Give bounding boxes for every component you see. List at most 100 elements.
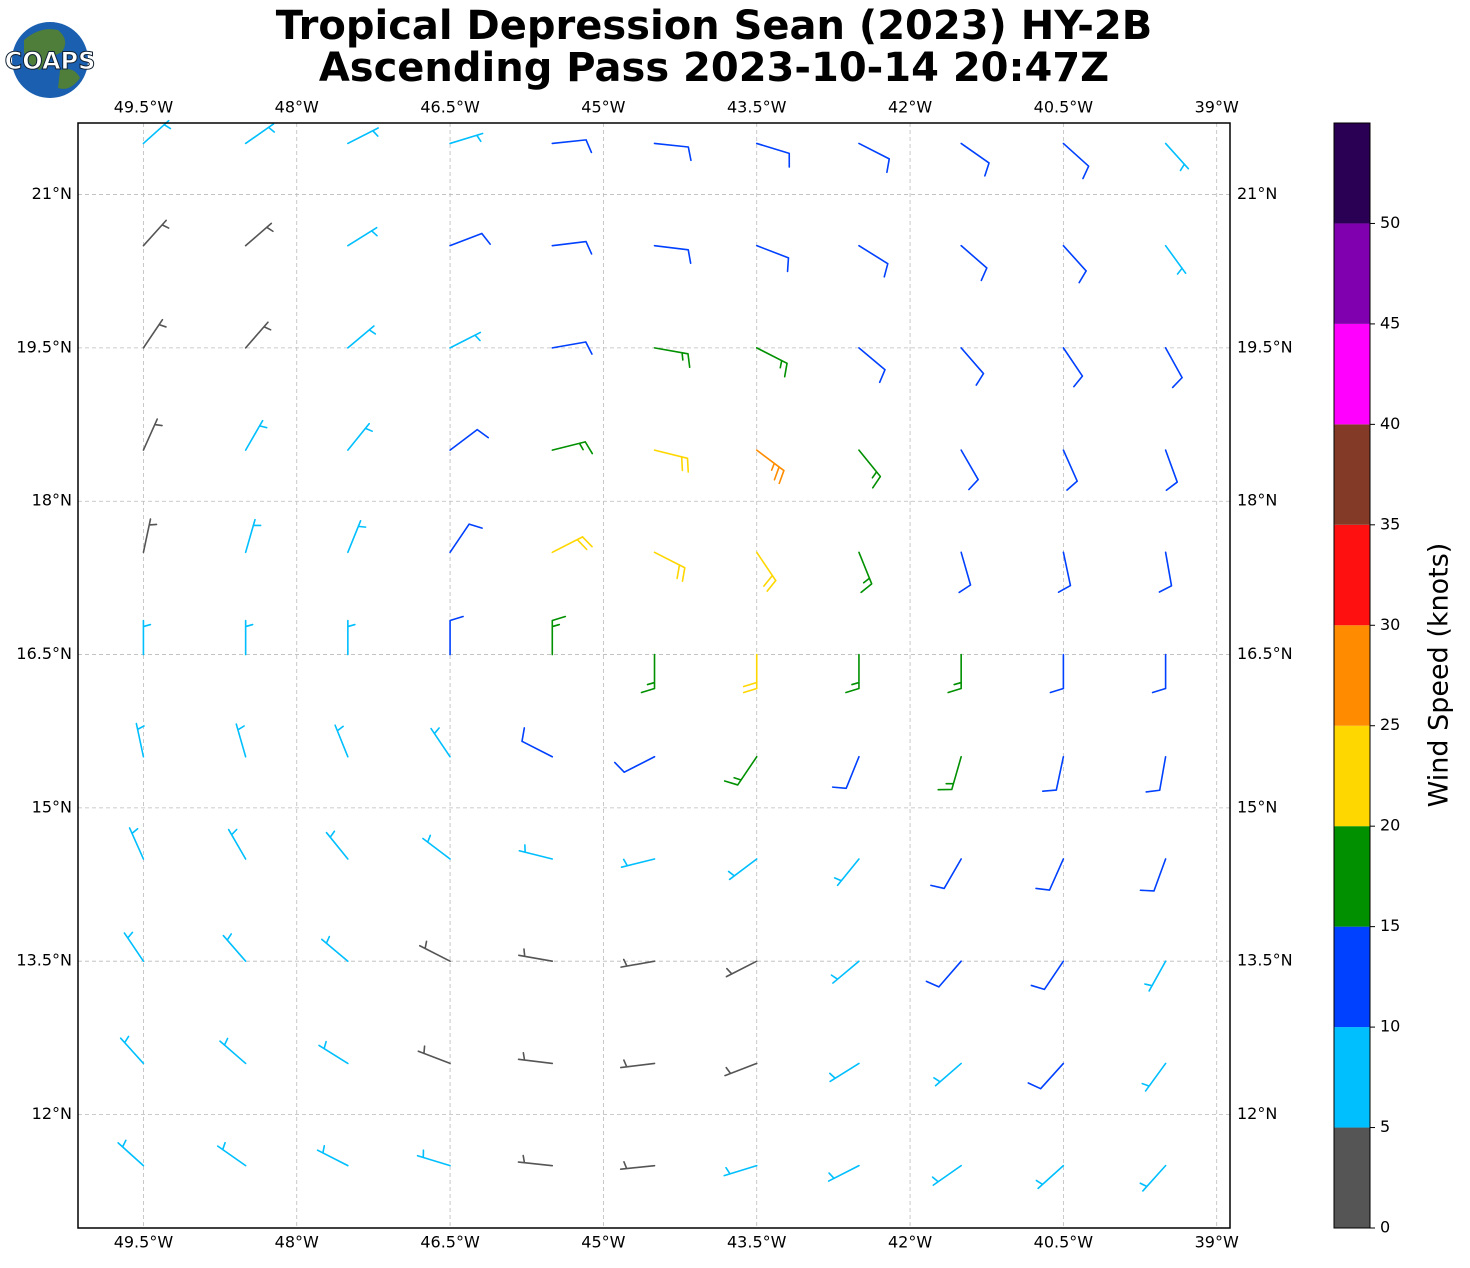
x-tick-label: 48°W <box>275 98 319 117</box>
wind-barb <box>845 653 860 694</box>
wind-barb <box>755 347 788 378</box>
wind-barb <box>347 619 356 656</box>
wind-barb <box>619 1161 656 1170</box>
wind-barb <box>613 755 656 774</box>
y-tick-label: 21°N <box>1237 184 1277 203</box>
wind-barb <box>1164 449 1179 492</box>
wind-barb <box>517 1154 554 1167</box>
tick-labels: 49.5°W 49.5°W 48°W 48°W 46.5°W 46.5°W 45°W 45°W… <box>16 98 1292 1252</box>
logo-land <box>24 29 66 70</box>
wind-barb <box>334 724 349 758</box>
y-tick-label: 19.5°N <box>16 337 72 356</box>
wind-barb <box>640 653 656 694</box>
wind-barb <box>1035 858 1065 891</box>
wind-barb <box>347 520 367 554</box>
wind-barb <box>219 1037 247 1065</box>
wind-barb <box>653 551 686 582</box>
logo-text: COAPS <box>5 47 96 75</box>
wind-barb <box>858 244 889 278</box>
colorbar: 0 5 10 15 20 25 30 35 40 45 50 <box>1333 122 1400 1237</box>
colorbar-frame <box>1333 122 1371 1229</box>
wind-barb <box>1062 244 1087 284</box>
wind-barb <box>244 123 276 145</box>
wind-barb <box>551 536 593 554</box>
y-tick-label: 19.5°N <box>1237 337 1293 356</box>
wind-barb <box>347 325 377 349</box>
title-line: Tropical Depression Sean (2023) HY-2B <box>276 3 1152 49</box>
wind-barb <box>755 244 790 273</box>
wind-barb <box>235 723 247 758</box>
wind-barb <box>620 858 656 869</box>
wind-barb <box>653 347 691 369</box>
wind-barb <box>244 222 274 247</box>
x-tick-label: 40.5°W <box>1034 98 1094 117</box>
wind-barb <box>1164 142 1190 172</box>
logo: COAPS <box>4 22 96 98</box>
barb-field <box>117 119 1190 1192</box>
wind-barb <box>418 940 451 963</box>
x-tick-label: 42°W <box>888 1233 932 1252</box>
wind-barb <box>1062 449 1079 491</box>
wind-barb <box>858 142 891 174</box>
wind-barb <box>430 727 451 758</box>
x-tick-label: 45°W <box>581 1233 625 1252</box>
colorbar-tick-label: 50 <box>1380 213 1400 232</box>
wind-barb <box>417 1045 451 1065</box>
wind-barb <box>244 518 262 554</box>
wind-barb <box>755 551 777 592</box>
x-tick-label: 49.5°W <box>114 98 174 117</box>
wind-barb <box>1144 960 1167 992</box>
colorbar-label: Wind Speed (knots) <box>1424 543 1455 808</box>
colorbar-segment <box>1334 123 1370 224</box>
wind-barb <box>142 318 167 349</box>
y-tick-label: 18°N <box>32 491 72 510</box>
wind-barb <box>142 619 152 656</box>
wind-barb <box>960 347 985 386</box>
wind-barb <box>925 960 962 988</box>
wind-barb <box>449 132 484 145</box>
wind-barb <box>216 1141 247 1167</box>
wind-barb <box>858 449 882 489</box>
colorbar-tick-label: 45 <box>1380 313 1400 332</box>
wind-barb <box>551 441 594 455</box>
wind-barb <box>244 419 268 451</box>
wind-barb <box>347 422 373 451</box>
wind-barb <box>833 858 860 887</box>
colorbar-tick-label: 25 <box>1380 715 1400 734</box>
wind-barb <box>1062 347 1084 388</box>
colorbar-segment <box>1334 1027 1370 1128</box>
wind-barb <box>1030 960 1065 991</box>
x-tick-label: 46.5°W <box>420 98 480 117</box>
title-line: Ascending Pass 2023-10-14 20:47Z <box>319 45 1109 91</box>
wind-barb <box>135 722 145 758</box>
y-tick-label: 13.5°N <box>16 951 72 970</box>
wind-barb <box>1158 551 1173 593</box>
wind-barb <box>321 935 349 963</box>
wind-barb <box>551 615 567 656</box>
wind-barb <box>725 960 758 978</box>
colorbar-tick-label: 30 <box>1380 615 1400 634</box>
wind-barb <box>723 755 758 786</box>
wind-barb <box>142 219 170 247</box>
wind-barb <box>1027 1062 1065 1090</box>
wind-barb <box>449 232 492 247</box>
colorbar-segment <box>1334 625 1370 726</box>
wind-barb <box>831 755 860 790</box>
wind-barb <box>518 948 554 963</box>
colorbar-tick-label: 20 <box>1380 816 1400 835</box>
colorbar-segment <box>1334 826 1370 927</box>
x-tick-label: 48°W <box>275 1233 319 1252</box>
x-tick-label: 39°W <box>1195 1233 1239 1252</box>
wind-barb <box>518 844 554 860</box>
wind-barb <box>1057 551 1072 593</box>
map-frame <box>77 122 1231 1229</box>
colorbar-tick-label: 0 <box>1380 1218 1390 1237</box>
wind-barb <box>347 226 378 247</box>
wind-barb <box>142 518 158 554</box>
colorbar-tick-label: 5 <box>1380 1117 1390 1136</box>
wind-barb <box>142 119 172 145</box>
wind-barb <box>958 551 972 594</box>
wind-barb <box>318 1040 349 1065</box>
colorbar-segment <box>1334 424 1370 525</box>
y-tick-label: 18°N <box>1237 491 1277 510</box>
